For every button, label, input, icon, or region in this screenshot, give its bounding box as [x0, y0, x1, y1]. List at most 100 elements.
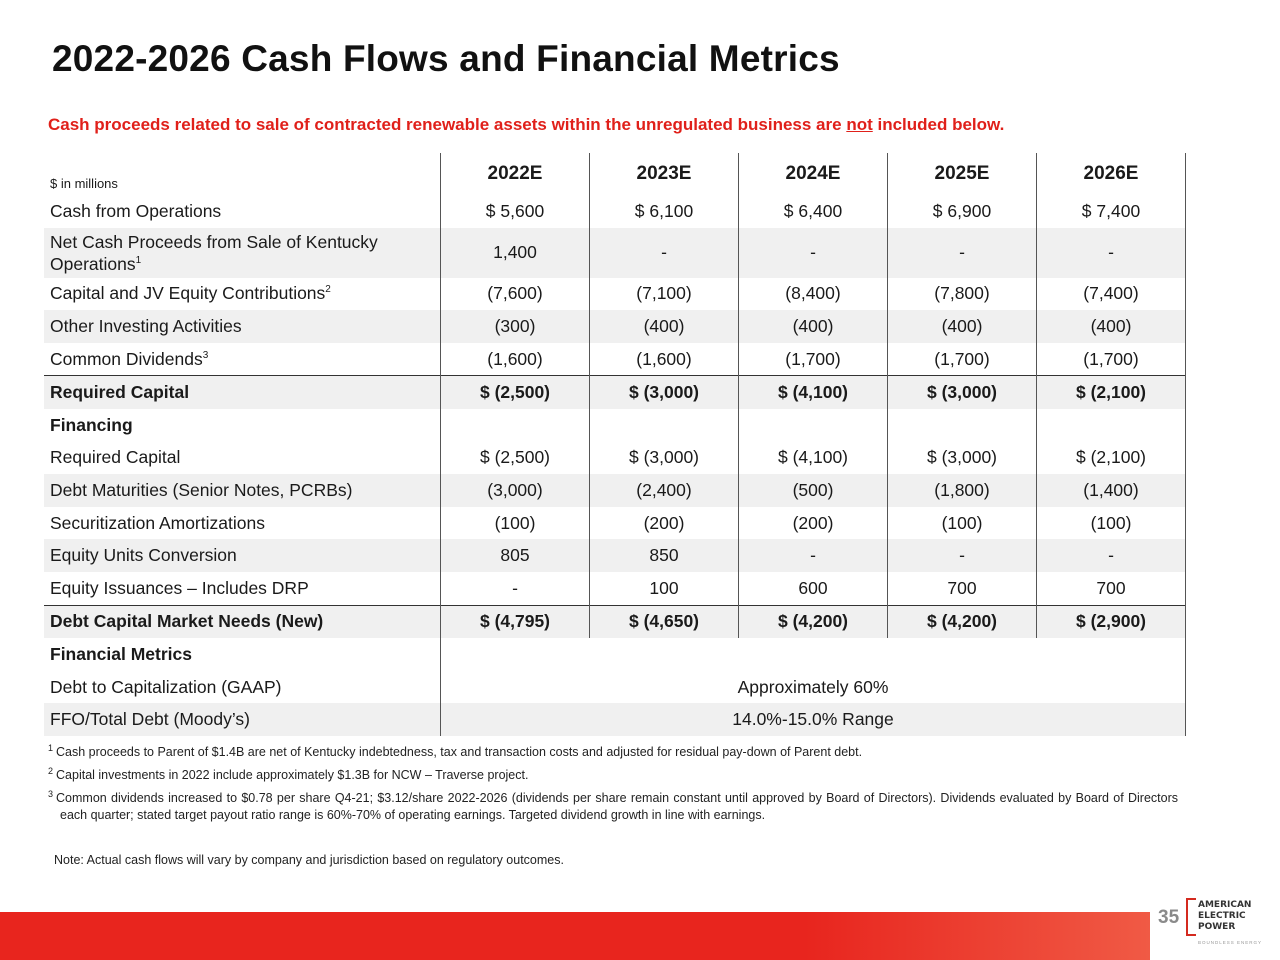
footnote-1: 1 Cash proceeds to Parent of $1.4B are ne…: [48, 743, 1178, 761]
footnote-2: 2 Capital investments in 2022 include app…: [48, 766, 1178, 784]
table-cell: 600: [738, 571, 888, 606]
table-cell: $ (4,200): [887, 604, 1037, 639]
table-row: Debt Maturities (Senior Notes, PCRBs) (3,…: [44, 474, 1186, 507]
table-cell: (1,400): [1036, 474, 1186, 507]
table-cell: [887, 408, 1037, 442]
table-cell: 805: [440, 539, 590, 572]
table-row: Financing: [44, 408, 1186, 442]
column-header: 2024E: [738, 153, 888, 195]
table-body: Cash from Operations $ 5,600 $ 6,100 $ 6,40…: [44, 195, 1186, 736]
table-cell: (100): [1036, 506, 1186, 540]
row-label: Securitization Amortizations: [44, 507, 441, 540]
row-label: Required Capital: [44, 442, 441, 475]
row-label-text: Securitization Amortizations: [50, 512, 265, 533]
table-row: Net Cash Proceeds from Sale of Kentucky …: [44, 227, 1186, 278]
table-cell: (100): [440, 506, 590, 540]
table-cell: $ (2,500): [440, 375, 590, 409]
logo-line: ELECTRIC: [1198, 911, 1246, 921]
table-row: Required Capital $ (2,500) $ (3,000) $ (4,1…: [44, 375, 1186, 409]
table-cell: $ (3,000): [589, 375, 739, 409]
row-label: Financial Metrics: [44, 638, 441, 671]
row-label: Debt Maturities (Senior Notes, PCRBs): [44, 474, 441, 507]
row-label-text: Equity Units Conversion: [50, 545, 237, 566]
subtitle-before: Cash proceeds related to sale of contrac…: [48, 115, 847, 134]
row-label-text: Cash from Operations: [50, 200, 222, 221]
table-cell: -: [887, 539, 1037, 572]
company-logo: AMERICAN ELECTRIC POWER BOUNDLESS ENERGY: [1186, 892, 1266, 952]
table-cell: [738, 408, 888, 442]
table-cell: 850: [589, 539, 739, 572]
logo-line: AMERICAN: [1198, 900, 1252, 910]
footnote-text: Cash proceeds to Parent of $1.4B are net…: [56, 745, 863, 759]
footnote-3: 3 Common dividends increased to $0.78 per…: [48, 789, 1178, 824]
row-label-text: Capital and JV Equity Contributions: [50, 283, 326, 304]
footnote-ref: 2: [325, 284, 331, 296]
table-cell: $ (3,000): [589, 441, 739, 475]
column-header: 2025E: [887, 153, 1037, 195]
row-label-text: Debt to Capitalization (GAAP): [50, 676, 282, 697]
table-cell: $ 6,400: [738, 195, 888, 228]
table-cell: $ (2,500): [440, 441, 590, 475]
table-cell: (500): [738, 474, 888, 507]
table-row: Securitization Amortizations (100) (200) (2…: [44, 506, 1186, 540]
page-number: 35: [1158, 907, 1180, 928]
table-cell: 100: [589, 571, 739, 606]
table-cell: $ (4,650): [589, 604, 739, 639]
table-row: Capital and JV Equity Contributions2 (7,6…: [44, 277, 1186, 311]
row-label: Net Cash Proceeds from Sale of Kentucky …: [44, 227, 441, 278]
row-label-text: FFO/Total Debt (Moody’s): [50, 709, 251, 730]
subtitle-after: included below.: [872, 115, 1005, 134]
table-cell: (1,700): [1036, 342, 1186, 376]
footnote-ref: 1: [135, 254, 142, 266]
row-label: Capital and JV Equity Contributions2: [44, 278, 441, 311]
footnote-text: Common dividends increased to $0.78 per …: [56, 791, 1178, 822]
page-title: 2022-2026 Cash Flows and Financial Metri…: [52, 38, 840, 79]
table-row: Other Investing Activities (300) (400) (400…: [44, 310, 1186, 343]
row-label-text: Debt Capital Market Needs (New): [50, 611, 324, 632]
table-cell: (1,700): [887, 342, 1037, 376]
row-label-text: Required Capital: [50, 447, 181, 468]
column-header: 2026E: [1036, 153, 1186, 195]
row-label-text: Other Investing Activities: [50, 315, 242, 336]
table-cell: (400): [1036, 310, 1186, 343]
table-cell: -: [738, 539, 888, 572]
table-cell: (300): [440, 310, 590, 343]
footnote-ref: 3: [202, 349, 209, 361]
row-label: FFO/Total Debt (Moody’s): [44, 703, 441, 736]
table-cell: (400): [738, 310, 888, 343]
table-cell: (100): [887, 506, 1037, 540]
row-label: Other Investing Activities: [44, 310, 441, 343]
column-header: 2022E: [440, 153, 590, 195]
table-cell: $ 5,600: [440, 195, 590, 228]
row-label: Required Capital: [44, 375, 441, 409]
table-row: Cash from Operations $ 5,600 $ 6,100 $ 6,40…: [44, 195, 1186, 228]
table-cell: -: [589, 227, 739, 278]
table-cell: $ 7,400: [1036, 195, 1186, 228]
table-cell: $ 6,100: [589, 195, 739, 228]
row-label: Equity Issuances – Includes DRP: [44, 572, 441, 605]
table-cell: (7,600): [440, 277, 590, 311]
table-cell: (400): [589, 310, 739, 343]
row-label: Cash from Operations: [44, 195, 441, 228]
table-cell: $ (4,200): [738, 604, 888, 639]
cash-flow-table: $ in millions 2022E 2023E 2024E 2025E 20…: [44, 153, 1186, 736]
row-label-text: Financial Metrics: [50, 643, 192, 664]
table-cell: 700: [1036, 571, 1186, 606]
empty-cell: [440, 638, 1186, 671]
table-cell: $ (2,100): [1036, 375, 1186, 409]
logo-bracket-icon: [1186, 898, 1196, 936]
table-cell: $ (3,000): [887, 441, 1037, 475]
table-cell: $ (4,100): [738, 375, 888, 409]
metric-value: 14.0%-15.0% Range: [440, 703, 1186, 736]
metric-value: Approximately 60%: [440, 670, 1186, 704]
disclaimer-note: Note: Actual cash flows will vary by com…: [54, 853, 564, 867]
footnote-text: Capital investments in 2022 include appr…: [56, 768, 529, 782]
table-cell: (3,000): [440, 474, 590, 507]
subtitle-underlined: not: [846, 115, 873, 134]
table-cell: (2,400): [589, 474, 739, 507]
table-cell: -: [1036, 227, 1186, 278]
table-cell: -: [1036, 539, 1186, 572]
table-row: FFO/Total Debt (Moody’s) 14.0%-15.0% Rang…: [44, 703, 1186, 736]
table-row: Debt Capital Market Needs (New) $ (4,795)…: [44, 604, 1186, 639]
unit-label: $ in millions: [50, 176, 118, 191]
